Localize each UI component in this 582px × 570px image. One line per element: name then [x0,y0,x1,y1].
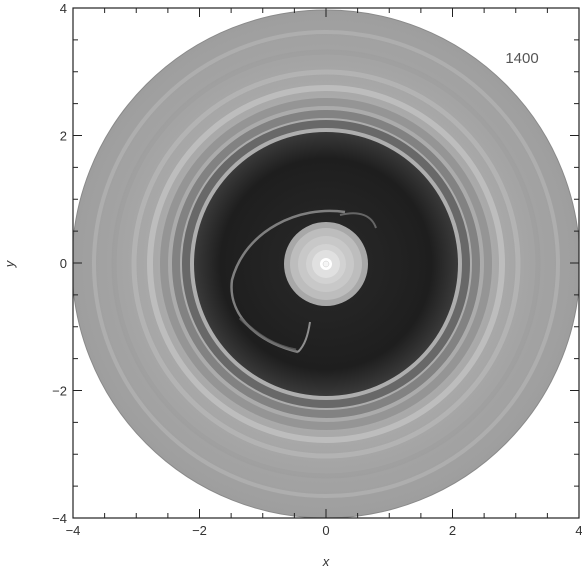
y-tick-label: 0 [60,256,67,271]
y-axis-label: y [2,259,17,268]
disk-image [73,9,579,518]
x-tick-label: 0 [322,523,329,538]
tick-labels: −4 −2 0 2 4 −4 −2 0 2 4 [52,1,582,538]
axis-ticks [72,7,580,519]
x-tick-label: 2 [449,523,456,538]
x-axis-label: x [322,554,330,569]
y-tick-label: −2 [52,384,67,399]
y-tick-label: 4 [60,1,67,16]
y-tick-label: 2 [60,129,67,144]
x-tick-label: 4 [575,523,582,538]
frame-number-label: 1400 [505,50,538,67]
x-tick-label: −2 [192,523,207,538]
x-tick-label: −4 [66,523,81,538]
y-tick-label: −4 [52,511,67,526]
